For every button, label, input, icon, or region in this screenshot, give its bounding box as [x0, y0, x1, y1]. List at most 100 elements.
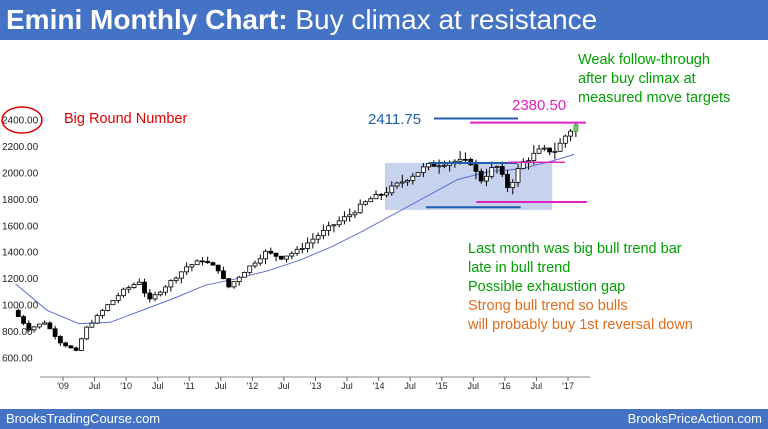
candle-body: [568, 130, 574, 137]
candle-body: [221, 270, 226, 280]
candle-body: [63, 342, 69, 347]
candle-body: [47, 322, 53, 330]
footer-left: BrooksTradingCourse.com: [6, 411, 161, 426]
last-month-line-1: Last month was big bull trend bar: [468, 241, 682, 257]
candle-body: [79, 338, 84, 351]
candle-body: [536, 148, 542, 154]
x-tick-label: Jul: [404, 381, 416, 391]
candle-body: [242, 271, 247, 278]
candle-body: [194, 260, 200, 266]
candle-body: [173, 277, 179, 281]
candle-body: [441, 164, 447, 167]
candle-body: [178, 271, 184, 279]
y-tick-label: 1800.00: [2, 195, 39, 206]
weak-follow-text: Weak follow-through after buy climax at …: [578, 51, 730, 108]
candle-body: [405, 180, 410, 183]
candle-body: [184, 266, 190, 273]
x-tick-label: '13: [310, 381, 322, 391]
candle-body: [110, 300, 116, 306]
candle-body: [26, 322, 32, 331]
candle-body: [42, 322, 47, 325]
candle-body: [236, 276, 242, 283]
candle-body: [426, 163, 431, 168]
candle-body: [510, 182, 516, 189]
page-title: Emini Monthly Chart: Buy climax at resis…: [6, 3, 597, 37]
x-tick-label: Jul: [341, 381, 353, 391]
x-tick-label: Jul: [531, 381, 543, 391]
candle-body: [378, 193, 384, 196]
candle-body: [331, 224, 337, 227]
candle-body: [463, 158, 468, 161]
y-tick-label: 1000.00: [2, 301, 39, 312]
y-tick-label: 1600.00: [2, 221, 39, 232]
candle-body: [557, 142, 563, 152]
candle-body: [84, 326, 90, 340]
candle-body: [342, 216, 347, 222]
candle-body: [152, 294, 158, 300]
candle-body: [157, 291, 163, 296]
candle-body: [226, 278, 232, 288]
y-tick-label: 2000.00: [2, 168, 39, 179]
candle-body: [363, 201, 368, 205]
candle-body: [420, 166, 426, 173]
candle-body: [263, 250, 268, 260]
candle-body: [299, 248, 305, 250]
y-tick-label: 2400.00: [2, 116, 39, 127]
candle-body: [121, 288, 126, 297]
candle-body: [142, 281, 147, 294]
candle-body: [200, 260, 205, 263]
strong-bull-text: Strong bull trend so bulls will probably…: [468, 297, 693, 335]
x-tick-label: Jul: [89, 381, 101, 391]
last-month-line-2: late in bull trend: [468, 260, 571, 276]
x-tick-label: Jul: [278, 381, 290, 391]
candle-body: [547, 147, 552, 153]
candle-body: [68, 345, 74, 349]
candle-body: [526, 160, 531, 162]
candle-body: [89, 322, 95, 328]
candle-body: [268, 250, 274, 254]
candle-body: [336, 220, 342, 226]
moving-average-line: [15, 153, 575, 325]
candle-body: [389, 185, 395, 194]
candle-body: [284, 255, 289, 260]
candle-body: [436, 165, 442, 168]
candle-body: [52, 328, 58, 337]
candle-body: [57, 336, 63, 344]
candle-body: [541, 147, 547, 150]
weak-follow-line-1: Weak follow-through: [578, 52, 710, 68]
candle-body: [15, 309, 21, 317]
candle-body: [31, 326, 37, 331]
x-tick-label: '17: [562, 381, 574, 391]
candle-body: [531, 152, 537, 161]
x-tick-label: '12: [247, 381, 259, 391]
x-tick-label: '10: [120, 381, 132, 391]
candle-body: [473, 164, 479, 172]
candle-body: [136, 281, 142, 285]
candle-body: [100, 310, 105, 316]
candle-body: [320, 230, 326, 237]
candle-body: [326, 225, 332, 231]
x-tick-label: '14: [373, 381, 385, 391]
candle-body: [215, 264, 221, 272]
candle-body: [36, 323, 42, 328]
candle-body: [247, 265, 253, 273]
x-tick-label: '15: [436, 381, 448, 391]
footer: BrooksTradingCourse.com BrooksPriceActio…: [0, 409, 768, 429]
round-number-circle: [1, 106, 43, 134]
last-month-text: Last month was big bull trend bar late i…: [468, 240, 682, 297]
candle-body: [273, 252, 279, 257]
candle-body: [562, 135, 568, 144]
title-bar: Emini Monthly Chart: Buy climax at resis…: [0, 0, 768, 40]
candle-body: [163, 286, 168, 293]
strong-bull-line-1: Strong bull trend so bulls: [468, 298, 628, 314]
candle-body: [168, 280, 174, 288]
candle-body: [484, 175, 489, 182]
title-bold: Emini Monthly Chart:: [6, 4, 288, 35]
title-rest: Buy climax at resistance: [287, 4, 598, 35]
candle-body: [294, 248, 300, 254]
candle-body: [368, 198, 374, 203]
x-tick-label: Jul: [152, 381, 164, 391]
candle-body: [231, 281, 237, 288]
y-tick-label: 1400.00: [2, 248, 39, 259]
last-month-candle: [573, 124, 579, 132]
